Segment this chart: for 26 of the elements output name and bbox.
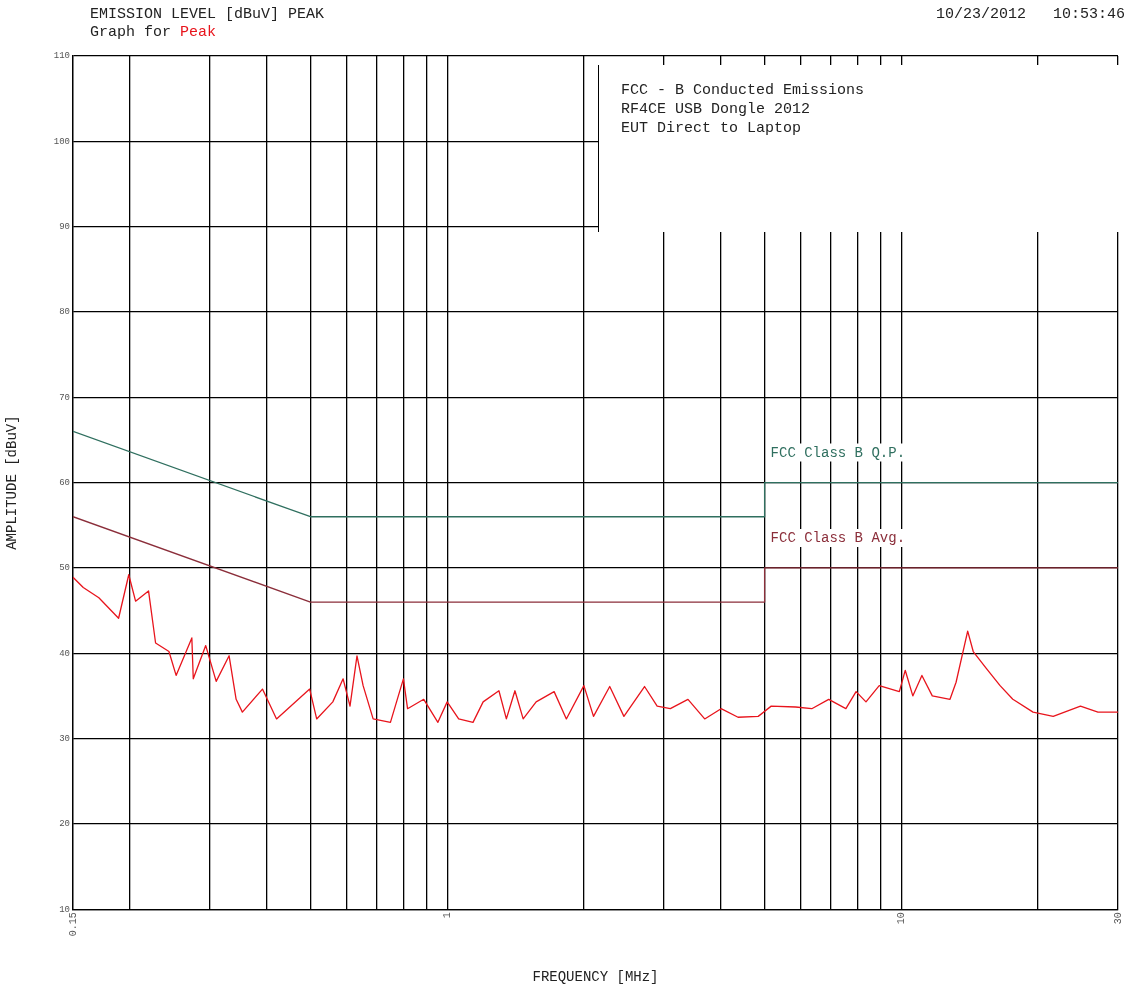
x-tick-label: 1 — [441, 912, 453, 919]
y-tick-label: 30 — [59, 733, 70, 744]
x-tick-label: 10 — [895, 912, 907, 925]
y-tick-label: 80 — [59, 307, 70, 318]
annotation: EUT Direct to Laptop — [621, 119, 803, 138]
annotation: FCC - B Conducted Emissions — [621, 81, 866, 100]
y-tick-label: 50 — [59, 563, 70, 574]
y-tick-label: 70 — [59, 392, 70, 403]
text: Peak — [180, 24, 217, 41]
y-tick-label: 60 — [59, 477, 70, 488]
series-label: FCC Class B Q.P. — [770, 444, 906, 461]
y-axis-title: AMPLITUDE [dBuV] — [4, 415, 21, 550]
chart-title: EMISSION LEVEL [dBuV] PEAK — [90, 6, 325, 24]
annotation: RF4CE USB Dongle 2012 — [621, 100, 812, 119]
chart-subtitle: Graph for — [90, 24, 172, 41]
x-tick-label: 0.15 — [67, 912, 79, 937]
y-tick-label: 40 — [59, 648, 70, 659]
y-tick-label: 10 — [59, 904, 70, 915]
y-tick-label: 100 — [53, 136, 70, 147]
x-axis-title: FREQUENCY [MHz] — [532, 969, 659, 986]
x-tick-label: 30 — [1112, 912, 1124, 925]
series-label: FCC Class B Avg. — [770, 529, 906, 546]
text: 10/23/2012 10:53:46 — [935, 6, 1125, 23]
y-tick-label: 90 — [59, 222, 70, 233]
y-tick-label: 20 — [59, 819, 70, 830]
y-tick-label: 110 — [53, 51, 70, 62]
